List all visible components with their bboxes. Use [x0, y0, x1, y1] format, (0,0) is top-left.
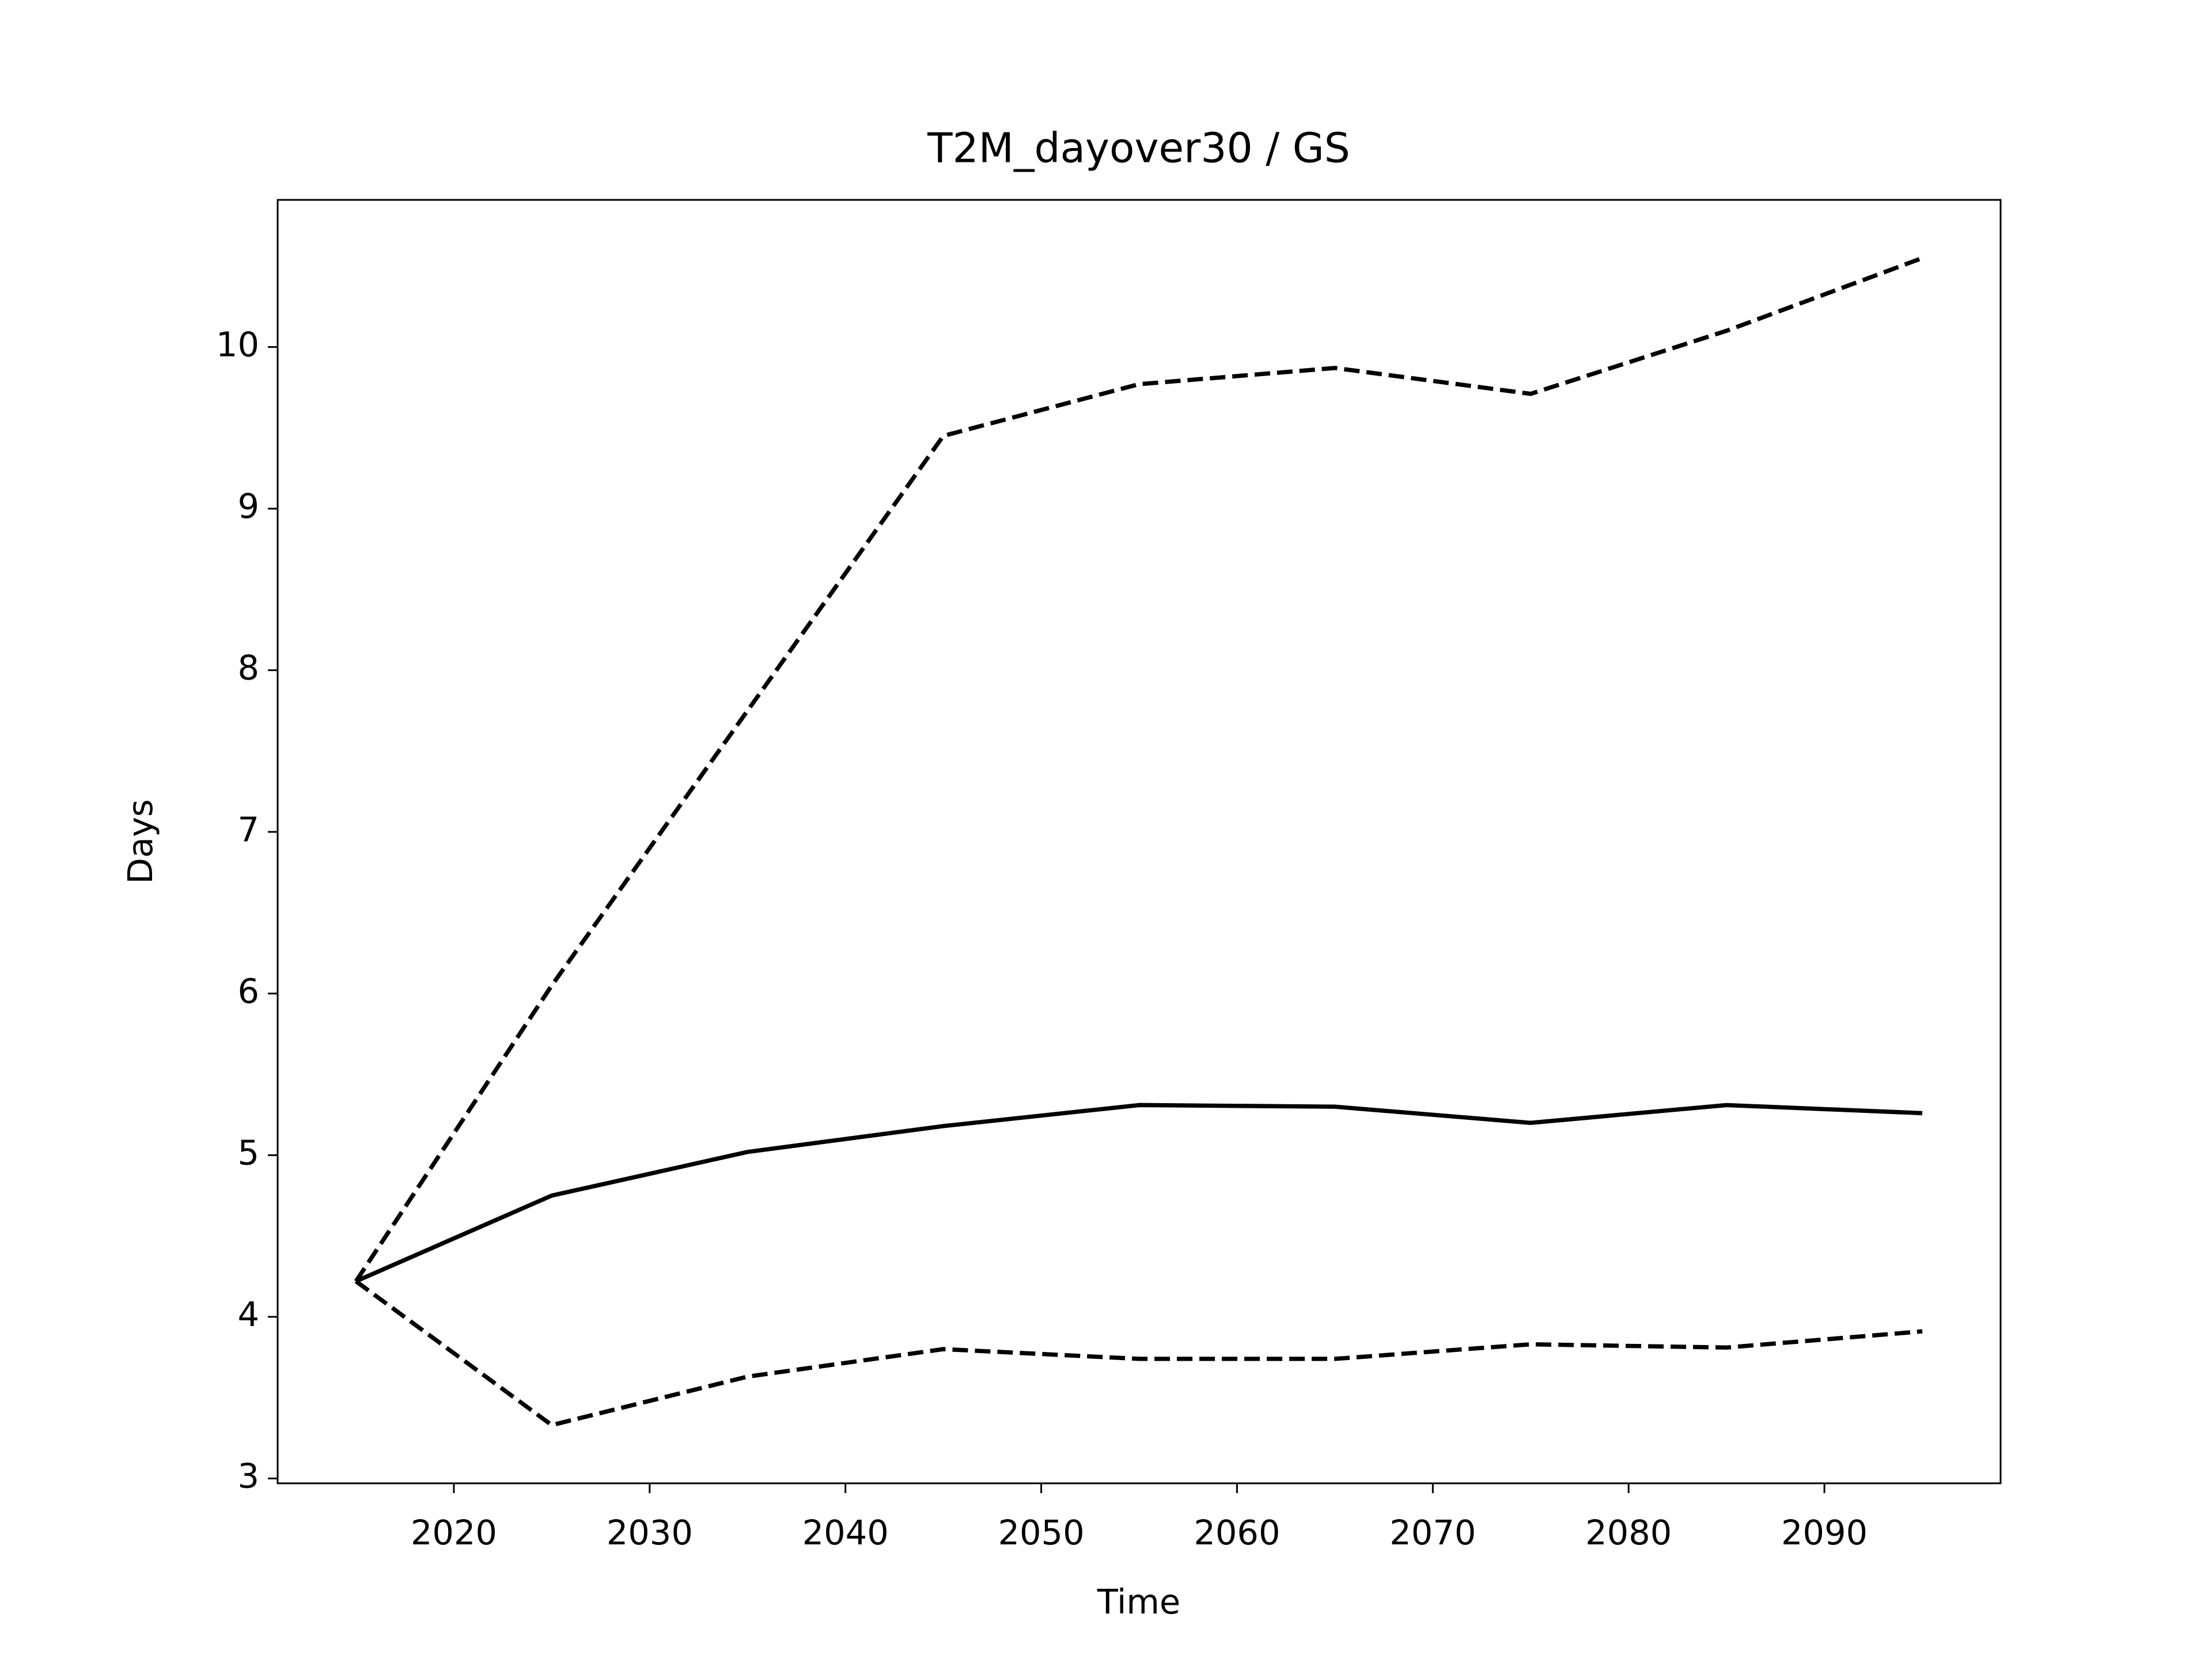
x-tick-label: 2080 — [1585, 1513, 1672, 1552]
x-axis-label: Time — [1097, 1582, 1180, 1622]
x-tick-label: 2030 — [607, 1513, 693, 1552]
y-tick-label: 3 — [237, 1456, 259, 1496]
series-line — [354, 256, 1923, 1283]
x-tick-label: 2060 — [1194, 1513, 1280, 1552]
y-axis-label: Days — [120, 799, 160, 884]
x-tick-label: 2070 — [1389, 1513, 1476, 1552]
y-tick-label: 8 — [237, 648, 259, 688]
series-line — [355, 1103, 1923, 1283]
x-tick-label: 2040 — [802, 1513, 889, 1552]
plot-frame — [276, 199, 2002, 1484]
chart-title: T2M_dayover30 / GS — [927, 124, 1350, 172]
x-tick-label: 2020 — [411, 1513, 497, 1552]
y-tick-label: 10 — [216, 324, 259, 364]
y-tick-label: 6 — [237, 971, 259, 1011]
series-line — [354, 1279, 1923, 1427]
y-tick-label: 9 — [237, 486, 259, 526]
y-tick-label: 7 — [237, 809, 259, 849]
y-tick-label: 5 — [237, 1132, 259, 1172]
y-tick-label: 4 — [237, 1294, 259, 1334]
x-tick-label: 2090 — [1781, 1513, 1868, 1552]
x-tick-label: 2050 — [998, 1513, 1084, 1552]
